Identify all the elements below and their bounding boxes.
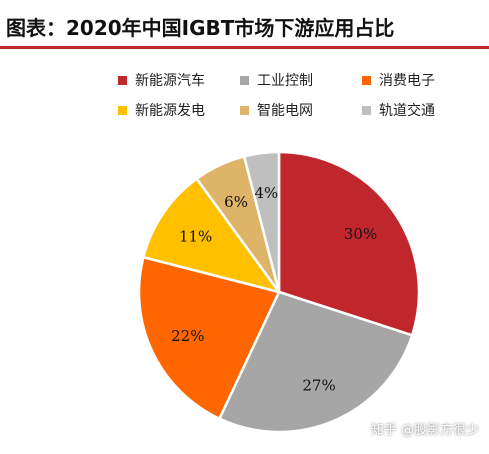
pie-slice	[242, 150, 281, 293]
legend-label: 轨道交通	[379, 103, 435, 119]
legend-item: 智能电网	[240, 100, 362, 120]
legend-label: 新能源发电	[135, 103, 205, 119]
data-label: 30%	[344, 225, 377, 243]
pie-slice	[277, 150, 421, 337]
legend-swatch	[240, 75, 249, 85]
legend-item: 新能源发电	[118, 100, 240, 120]
pie-slice	[141, 176, 283, 295]
legend-swatch	[118, 75, 127, 85]
legend-swatch	[240, 105, 249, 115]
legend-label: 智能电网	[257, 103, 313, 119]
data-label: 27%	[302, 377, 335, 395]
legend-item: 新能源汽车	[118, 70, 240, 90]
legend: 新能源汽车 工业控制 消费电子新能源发电 智能电网 轨道交通	[118, 70, 478, 120]
chart-title: 图表：2020年中国IGBT市场下游应用占比	[6, 16, 395, 40]
legend-item: 工业控制	[240, 70, 362, 90]
legend-swatch	[362, 105, 371, 115]
legend-swatch	[362, 75, 371, 85]
data-label: 6%	[224, 193, 248, 211]
data-label: 22%	[171, 327, 204, 345]
legend-label: 消费电子	[379, 73, 435, 89]
legend-label: 工业控制	[257, 73, 313, 89]
data-label: 11%	[179, 227, 212, 245]
data-label: 4%	[254, 184, 278, 202]
pie-slice	[217, 290, 414, 434]
pie-slice	[137, 255, 281, 421]
legend-swatch	[118, 105, 127, 115]
title-rule	[0, 46, 489, 49]
watermark: 知乎 @股影方很少	[370, 423, 479, 438]
legend-item: 轨道交通	[362, 100, 478, 120]
legend-item: 消费电子	[362, 70, 478, 90]
legend-label: 新能源汽车	[135, 73, 205, 89]
